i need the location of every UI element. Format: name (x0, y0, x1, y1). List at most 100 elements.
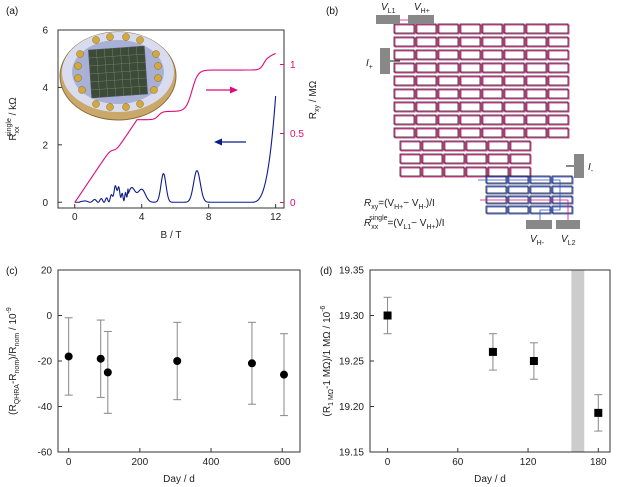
array-cell (547, 49, 569, 60)
array-cell-outer (526, 76, 548, 87)
panel-c-points (64, 317, 288, 417)
array-subcell (507, 205, 529, 214)
array-cell-outer (444, 141, 466, 152)
array-cell-outer (394, 102, 416, 113)
array-cell-outer (416, 89, 438, 100)
panel-d-xtick-label: 180 (590, 457, 607, 468)
array-cell-outer (504, 128, 526, 139)
array-subcell-outer (530, 196, 552, 205)
array-subcell-outer (486, 206, 508, 215)
array-cell (437, 49, 459, 60)
array-cell-outer (438, 89, 460, 100)
array-cell (487, 140, 509, 151)
array-cell-outer (482, 63, 504, 74)
array-cell (393, 62, 415, 73)
array-cell (393, 114, 415, 125)
array-cell-outer (460, 50, 482, 61)
array-subcell-outer (552, 176, 574, 185)
array-cell-outer (416, 76, 438, 87)
panel-c-point (279, 370, 288, 379)
panel-d-ytick-label: 19.15 (339, 448, 364, 459)
array-subcell-outer (530, 206, 552, 215)
array-cell (509, 140, 531, 151)
array-cell (399, 166, 421, 177)
array-cell-outer (444, 167, 466, 178)
array-cell (503, 127, 525, 138)
array-cell-outer (394, 115, 416, 126)
array-cell (503, 36, 525, 47)
array-cell (525, 36, 547, 47)
array-subcell-outer (552, 196, 574, 205)
array-subcell (529, 175, 551, 184)
array-cell (465, 140, 487, 151)
array-subcell (529, 195, 551, 204)
panel-d-xlabel: Day / d (474, 474, 506, 485)
array-cell-outer (526, 37, 548, 48)
array-cell-outer (482, 50, 504, 61)
panel-a-ytick-label: 6 (42, 26, 48, 37)
array-cell-outer (482, 76, 504, 87)
array-cell (525, 114, 547, 125)
array-cell-outer (526, 102, 548, 113)
array-cell-outer (400, 141, 422, 152)
pad-vl2 (556, 220, 580, 229)
array-cell-outer (400, 167, 422, 178)
array-cell (525, 62, 547, 73)
array-cell (459, 127, 481, 138)
array-cell-outer (482, 24, 504, 35)
array-cell-outer (460, 89, 482, 100)
array-subcell-outer (508, 176, 530, 185)
array-cell (437, 101, 459, 112)
array-subcell (529, 185, 551, 194)
panel-c-ytick-label: -20 (38, 357, 53, 368)
array-cell (421, 166, 443, 177)
array-cell-outer (394, 89, 416, 100)
array-cell (415, 75, 437, 86)
array-cell-outer (548, 24, 570, 35)
array-cell (459, 75, 481, 86)
array-cell-outer (394, 63, 416, 74)
array-cell (415, 114, 437, 125)
array-subcell-outer (508, 206, 530, 215)
label-vl2: VL2 (561, 234, 576, 247)
array-cell-outer (482, 115, 504, 126)
array-cell-outer (548, 50, 570, 61)
array-subcell (485, 175, 507, 184)
array-cell (421, 140, 443, 151)
array-cell-outer (526, 63, 548, 74)
panel-d-point (529, 357, 538, 365)
panel-a-ytick-label: 2 (42, 140, 48, 151)
array-subcell-outer (486, 186, 508, 195)
panel-b-label: (b) (326, 6, 338, 17)
pad-iplus (380, 48, 390, 74)
panel-c-ytick-label: 0 (46, 311, 52, 322)
array-cell (481, 101, 503, 112)
array-cell-outer (394, 37, 416, 48)
array-cell-outer (526, 50, 548, 61)
panel-d-ticks: 0 60 120 180 19.15 19.20 19.25 19.30 19.35 (339, 266, 607, 469)
panel-a-xtick-label: 4 (139, 212, 145, 223)
array-cell (415, 62, 437, 73)
array-cell (459, 101, 481, 112)
array-cell-outer (466, 154, 488, 165)
array-cell-outer (548, 102, 570, 113)
pad-vhm (526, 220, 552, 229)
array-cell-outer (482, 89, 504, 100)
array-cell (437, 62, 459, 73)
array-cell (481, 114, 503, 125)
array-cell (393, 101, 415, 112)
panel-c-xtick-label: 200 (132, 457, 149, 468)
array-cell (487, 153, 509, 164)
array-subcell-outer (530, 176, 552, 185)
array-wire (478, 179, 561, 220)
array-cell (437, 127, 459, 138)
array-cell (465, 166, 487, 177)
label-vhp: VH+ (414, 2, 430, 15)
resistor-array (387, 19, 574, 220)
array-cell (437, 114, 459, 125)
array-cell-outer (488, 141, 510, 152)
array-subcell (507, 195, 529, 204)
array-cell-outer (504, 102, 526, 113)
array-cell (509, 153, 531, 164)
